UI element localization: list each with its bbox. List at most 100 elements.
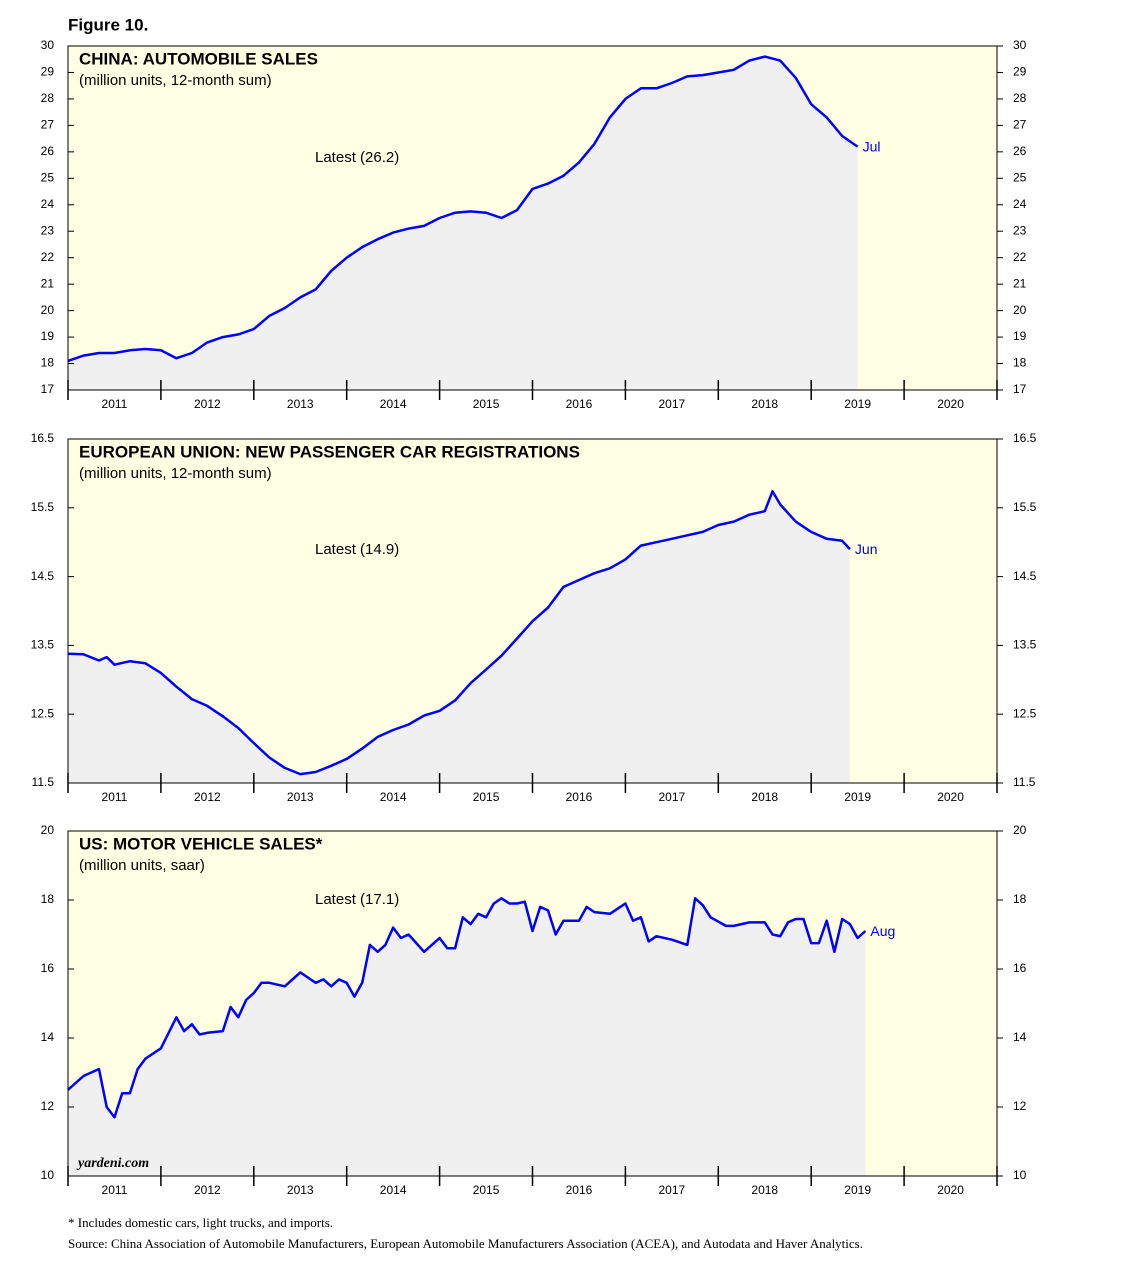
- area: [68, 56, 858, 390]
- area: [68, 898, 866, 1176]
- x-tick-label: 2018: [751, 1183, 778, 1197]
- x-tick-label: 2017: [658, 790, 685, 804]
- y2-tick-label: 24: [1013, 197, 1027, 211]
- y-tick-label: 20: [41, 303, 55, 317]
- y-tick-label: 17: [41, 382, 55, 396]
- y2-tick-label: 29: [1013, 65, 1027, 79]
- y2-tick-label: 18: [1013, 892, 1027, 906]
- x-tick-label: 2011: [102, 1183, 128, 1197]
- x-tick-label: 2013: [287, 397, 314, 411]
- x-tick-label: 2015: [473, 1183, 500, 1197]
- figure-title: Figure 10.: [68, 15, 148, 34]
- y-tick-label: 12.5: [31, 706, 55, 720]
- footnote: * Includes domestic cars, light trucks, …: [68, 1215, 333, 1230]
- area: [68, 491, 850, 783]
- x-tick-label: 2019: [844, 790, 871, 804]
- y2-tick-label: 17: [1013, 382, 1027, 396]
- line: [67, 490, 851, 776]
- x-tick-label: 2019: [844, 397, 871, 411]
- watermark: yardeni.com: [76, 1156, 149, 1171]
- y-tick-label: 19: [41, 329, 55, 343]
- chart-subtitle: (million units, saar): [79, 857, 205, 874]
- y-tick-label: 14: [41, 1030, 55, 1044]
- y2-tick-label: 10: [1013, 1168, 1027, 1182]
- y-tick-label: 10: [41, 1168, 55, 1182]
- x-tick-label: 2016: [566, 1183, 593, 1197]
- y2-tick-label: 28: [1013, 91, 1027, 105]
- y2-tick-label: 12.5: [1013, 706, 1037, 720]
- line: [67, 897, 867, 1119]
- chart-subtitle: (million units, 12-month sum): [79, 72, 272, 89]
- y2-tick-label: 18: [1013, 356, 1027, 370]
- y-tick-label: 22: [41, 250, 55, 264]
- y-tick-label: 30: [41, 38, 55, 52]
- y2-tick-label: 20: [1013, 303, 1027, 317]
- y-tick-label: 24: [41, 197, 55, 211]
- x-tick-label: 2018: [751, 397, 778, 411]
- x-tick-label: 2020: [937, 397, 964, 411]
- x-tick-label: 2018: [751, 790, 778, 804]
- y-tick-label: 16.5: [31, 431, 55, 445]
- y-tick-label: 13.5: [31, 638, 55, 652]
- latest-annotation: Latest (26.2): [315, 149, 399, 166]
- y2-tick-label: 25: [1013, 170, 1027, 184]
- y2-tick-label: 19: [1013, 329, 1027, 343]
- latest-annotation: Latest (17.1): [315, 891, 399, 908]
- y-tick-label: 27: [41, 118, 55, 132]
- y-tick-label: 12: [41, 1099, 55, 1113]
- y2-tick-label: 20: [1013, 823, 1027, 837]
- y2-tick-label: 26: [1013, 144, 1027, 158]
- x-tick-label: 2012: [194, 397, 221, 411]
- x-tick-label: 2012: [194, 790, 221, 804]
- y-tick-label: 25: [41, 170, 55, 184]
- y2-tick-label: 23: [1013, 223, 1027, 237]
- y-tick-label: 28: [41, 91, 55, 105]
- x-tick-label: 2015: [473, 397, 500, 411]
- y-tick-label: 21: [41, 276, 55, 290]
- y-tick-label: 20: [41, 823, 55, 837]
- y2-tick-label: 12: [1013, 1099, 1027, 1113]
- x-tick-label: 2013: [287, 790, 314, 804]
- chart: 11.5 11.5 12.5 12.5 13.5 13.5 14.5 14.5 15.5 15.5…: [31, 431, 1037, 804]
- x-tick-label: 2020: [937, 1183, 964, 1197]
- x-tick-label: 2011: [102, 790, 128, 804]
- chart-title: EUROPEAN UNION: NEW PASSENGER CAR REGIST…: [79, 442, 580, 461]
- x-tick-label: 2013: [287, 1183, 314, 1197]
- y2-tick-label: 15.5: [1013, 500, 1037, 514]
- line: [67, 55, 859, 363]
- y-tick-label: 15.5: [31, 500, 55, 514]
- y2-tick-label: 14.5: [1013, 569, 1037, 583]
- y2-tick-label: 14: [1013, 1030, 1027, 1044]
- y2-tick-label: 16.5: [1013, 431, 1037, 445]
- y2-tick-label: 16: [1013, 961, 1027, 975]
- x-tick-label: 2014: [380, 790, 407, 804]
- y-tick-label: 16: [41, 961, 55, 975]
- source: Source: China Association of Automobile …: [68, 1236, 863, 1251]
- x-tick-label: 2017: [658, 1183, 685, 1197]
- y-tick-label: 11.5: [32, 775, 55, 789]
- chart-title: CHINA: AUTOMOBILE SALES: [79, 49, 318, 68]
- y-tick-label: 18: [41, 892, 55, 906]
- x-tick-label: 2016: [566, 397, 593, 411]
- x-tick-label: 2011: [102, 397, 128, 411]
- x-tick-label: 2017: [658, 397, 685, 411]
- x-tick-label: 2019: [844, 1183, 871, 1197]
- y-tick-label: 29: [41, 65, 55, 79]
- y2-tick-label: 30: [1013, 38, 1027, 52]
- end-label: Jul: [863, 138, 881, 154]
- latest-annotation: Latest (14.9): [315, 541, 399, 558]
- y2-tick-label: 13.5: [1013, 638, 1037, 652]
- x-tick-label: 2014: [380, 397, 407, 411]
- y-tick-label: 14.5: [31, 569, 55, 583]
- x-tick-label: 2012: [194, 1183, 221, 1197]
- y2-tick-label: 22: [1013, 250, 1027, 264]
- y-tick-label: 26: [41, 144, 55, 158]
- y2-tick-label: 21: [1013, 276, 1027, 290]
- end-label: Jun: [855, 541, 878, 557]
- chart-title: US: MOTOR VEHICLE SALES*: [79, 834, 323, 853]
- x-tick-label: 2016: [566, 790, 593, 804]
- y-tick-label: 18: [41, 356, 55, 370]
- x-tick-label: 2020: [937, 790, 964, 804]
